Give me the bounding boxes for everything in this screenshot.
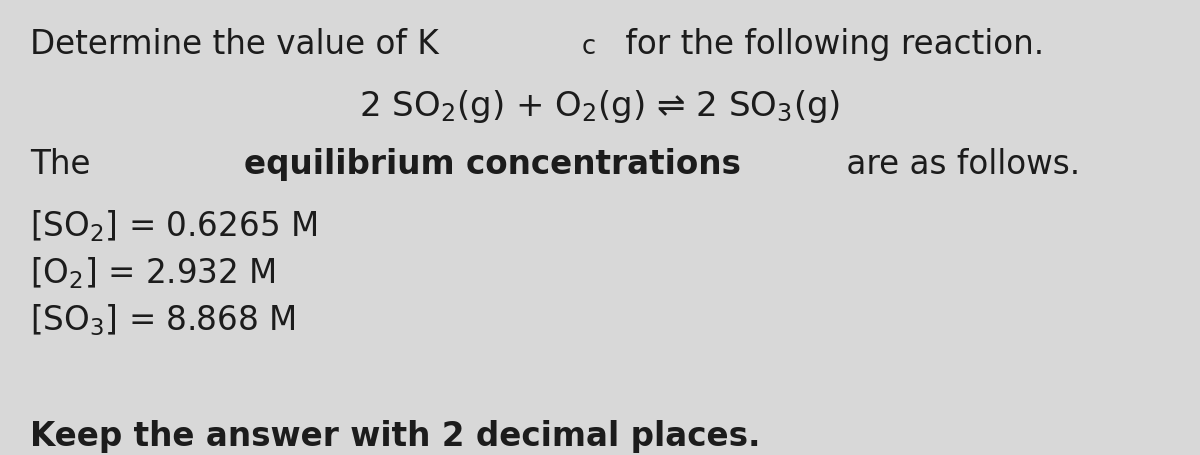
- Text: Determine the value of K: Determine the value of K: [30, 28, 439, 61]
- Text: The: The: [30, 148, 101, 181]
- Text: [SO$_3$] = 8.868 M: [SO$_3$] = 8.868 M: [30, 301, 295, 337]
- Text: [O$_2$] = 2.932 M: [O$_2$] = 2.932 M: [30, 254, 276, 290]
- Text: equilibrium concentrations: equilibrium concentrations: [244, 148, 742, 181]
- Text: Keep the answer with 2 decimal places.: Keep the answer with 2 decimal places.: [30, 419, 761, 452]
- Text: are as follows.: are as follows.: [836, 148, 1080, 181]
- Text: [SO$_2$] = 0.6265 M: [SO$_2$] = 0.6265 M: [30, 207, 317, 243]
- Text: 2 SO$_2$(g) + O$_2$(g) ⇌ 2 SO$_3$(g): 2 SO$_2$(g) + O$_2$(g) ⇌ 2 SO$_3$(g): [359, 88, 841, 125]
- Text: for the following reaction.: for the following reaction.: [616, 28, 1044, 61]
- Text: c: c: [582, 34, 596, 60]
